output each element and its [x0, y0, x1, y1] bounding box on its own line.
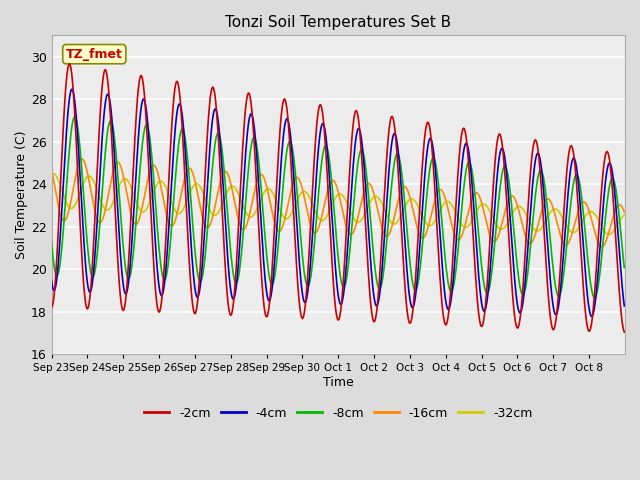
- Legend: -2cm, -4cm, -8cm, -16cm, -32cm: -2cm, -4cm, -8cm, -16cm, -32cm: [139, 402, 538, 425]
- Text: TZ_fmet: TZ_fmet: [66, 48, 123, 60]
- X-axis label: Time: Time: [323, 376, 354, 389]
- Title: Tonzi Soil Temperatures Set B: Tonzi Soil Temperatures Set B: [225, 15, 451, 30]
- Y-axis label: Soil Temperature (C): Soil Temperature (C): [15, 131, 28, 259]
